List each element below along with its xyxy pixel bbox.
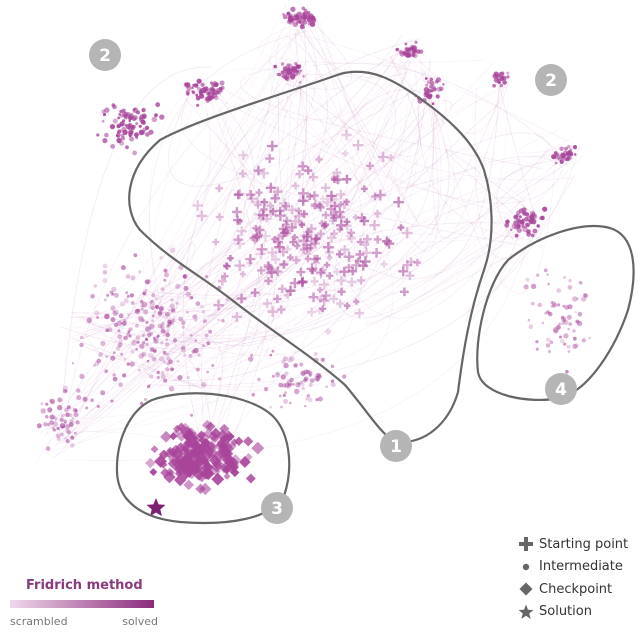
scale-start-label: scrambled xyxy=(10,615,68,628)
legend-label: Solution xyxy=(539,604,592,620)
plus-icon xyxy=(516,534,536,554)
dot-icon xyxy=(516,557,536,577)
region-4-badge: 4 xyxy=(545,373,577,405)
method-color-scale: Fridrich method scrambled solved xyxy=(10,578,160,628)
legend-item-starting-point: Starting point xyxy=(516,533,634,556)
legend-item-solution: Solution xyxy=(516,601,634,624)
color-gradient-bar xyxy=(10,600,154,608)
trajectory-lines xyxy=(34,3,584,482)
legend-item-intermediate: Intermediate xyxy=(516,556,634,579)
state-points xyxy=(36,6,591,517)
region-3-outline xyxy=(115,392,291,525)
region-2-label-right: 2 xyxy=(545,71,557,91)
legend-label: Starting point xyxy=(539,536,629,552)
diamond-icon xyxy=(516,579,536,599)
region-1-badge: 1 xyxy=(380,430,412,462)
legend-item-checkpoint: Checkpoint xyxy=(516,578,634,601)
region-3-label: 3 xyxy=(271,499,283,519)
legend-label: Checkpoint xyxy=(539,581,613,597)
region-1-outline xyxy=(128,70,493,444)
star-icon xyxy=(516,602,536,622)
region-2-label-left: 2 xyxy=(99,46,111,66)
marker-legend: Starting point Intermediate Checkpoint S… xyxy=(516,533,634,623)
region-2-badge-right: 2 xyxy=(535,64,567,96)
region-2-badge-left: 2 xyxy=(89,39,121,71)
method-title: Fridrich method xyxy=(26,578,143,593)
scale-end-label: solved xyxy=(122,615,158,628)
region-4-label: 4 xyxy=(555,380,567,400)
region-3-badge: 3 xyxy=(261,492,293,524)
region-1-label: 1 xyxy=(390,437,402,457)
region-4-outline xyxy=(476,224,635,401)
legend-label: Intermediate xyxy=(539,559,623,575)
